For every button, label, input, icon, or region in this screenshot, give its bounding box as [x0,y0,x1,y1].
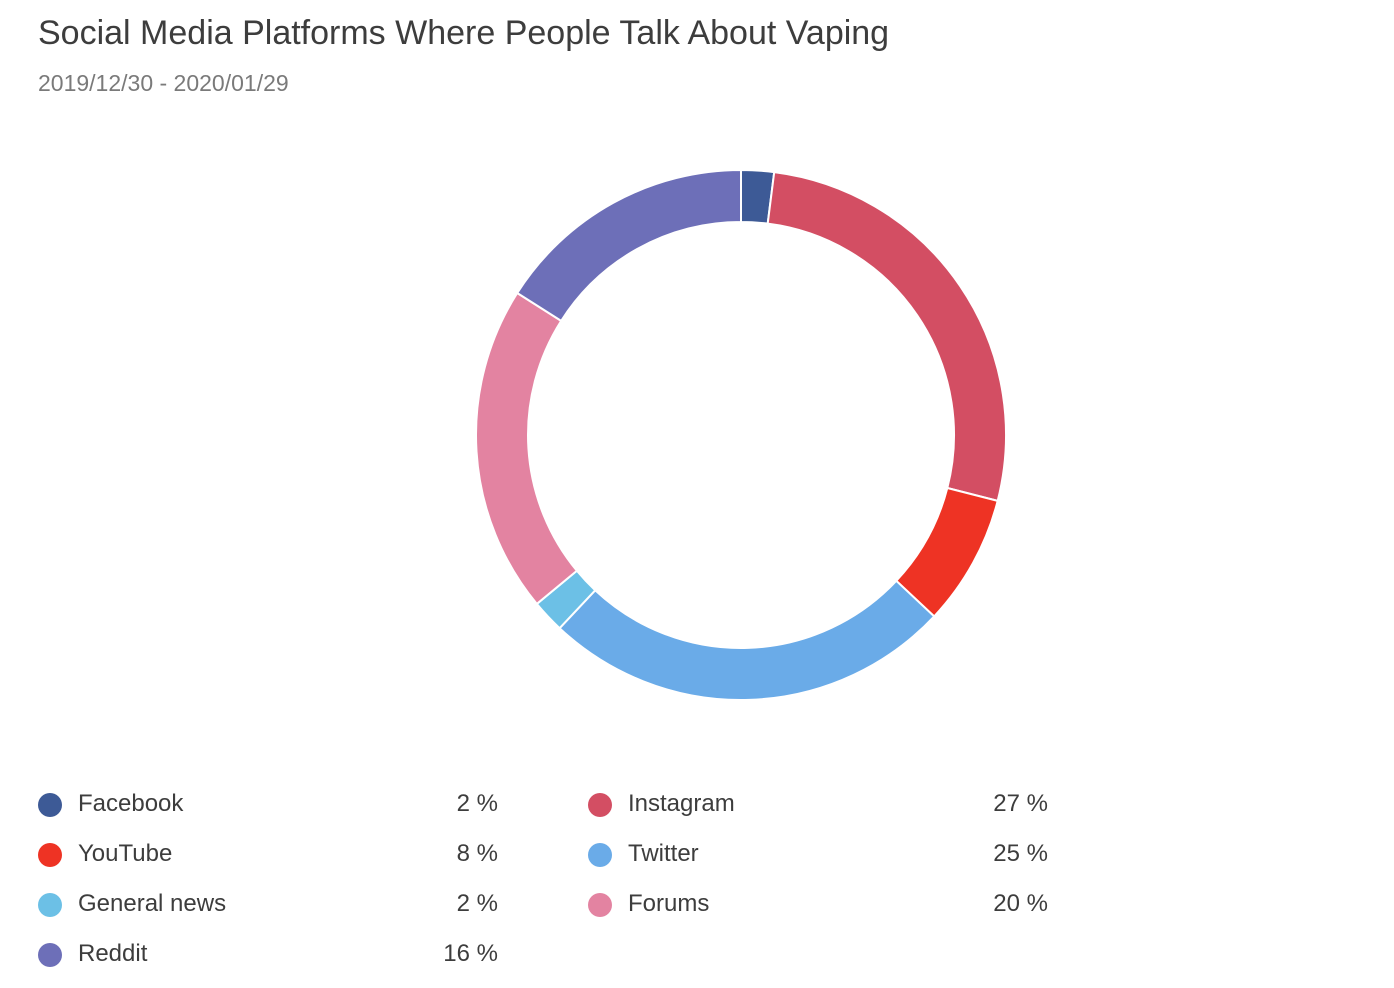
legend-marker [38,893,62,917]
legend-label: Reddit [78,940,148,967]
legend-value: 27 % [993,790,1048,817]
legend-marker [38,943,62,967]
legend-label: YouTube [78,840,173,867]
legend-value: 8 % [456,840,498,867]
legend-label: Twitter [628,840,699,867]
legend-label: Forums [628,890,710,917]
legend-marker [588,843,612,867]
legend-marker [38,843,62,867]
donut-slice-twitter[interactable] [558,579,936,701]
legend-value: 20 % [993,890,1048,917]
legend-label: Instagram [628,790,735,817]
legend-label: Facebook [78,790,184,817]
legend-value: 25 % [993,840,1048,867]
legend-item-youtube[interactable]: YouTube 8 % [38,838,498,872]
donut-slice-instagram[interactable] [766,170,1007,503]
legend-item-facebook[interactable]: Facebook 2 % [38,788,498,822]
legend-value: 2 % [456,890,498,917]
legend-item-reddit[interactable]: Reddit 16 % [38,938,498,972]
legend-item-instagram[interactable]: Instagram 27 % [588,788,1048,822]
legend-value: 16 % [443,940,498,967]
legend-value: 2 % [456,790,498,817]
legend-item-general-news[interactable]: General news 2 % [38,888,498,922]
legend-item-forums[interactable]: Forums 20 % [588,888,1048,922]
chart-subtitle: 2019/12/30 - 2020/01/29 [38,70,289,96]
legend-marker [588,893,612,917]
legend-label: General news [78,890,227,917]
donut-chart [475,168,1007,701]
legend-marker [38,793,62,817]
legend-marker [588,793,612,817]
legend-item-twitter[interactable]: Twitter 25 % [588,838,1048,872]
donut-slice-forums[interactable] [475,291,579,606]
chart-title: Social Media Platforms Where People Talk… [38,14,890,52]
donut-slice-reddit[interactable] [515,168,742,323]
